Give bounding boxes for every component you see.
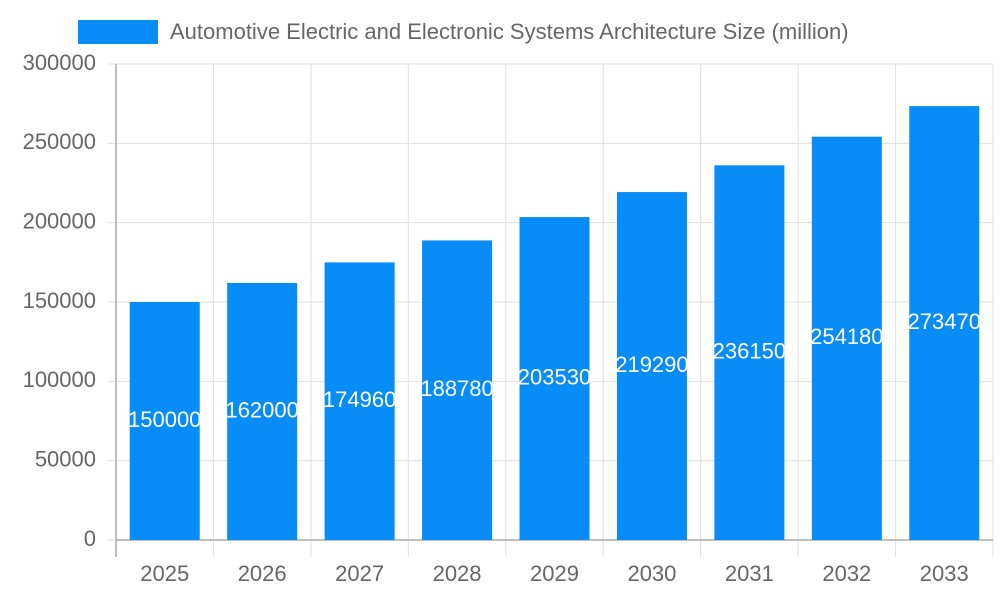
x-tick-label: 2030 — [627, 561, 676, 586]
data-label: 254180 — [810, 324, 883, 349]
x-tick-label: 2025 — [140, 561, 189, 586]
bar — [324, 262, 395, 540]
data-label: 273470 — [908, 309, 981, 334]
data-label: 188780 — [420, 376, 493, 401]
x-tick-label: 2033 — [920, 561, 969, 586]
bar — [422, 240, 493, 541]
y-tick-label: 100000 — [23, 367, 96, 392]
data-label: 150000 — [128, 407, 201, 432]
data-label: 203530 — [518, 364, 591, 389]
x-tick-label: 2032 — [822, 561, 871, 586]
legend-swatch — [78, 20, 158, 44]
x-tick-label: 2026 — [238, 561, 287, 586]
y-tick-label: 0 — [84, 526, 96, 551]
bar — [909, 106, 980, 540]
x-tick-label: 2031 — [725, 561, 774, 586]
y-tick-label: 150000 — [23, 288, 96, 313]
bar — [714, 165, 785, 541]
data-label: 236150 — [713, 338, 786, 363]
data-label: 174960 — [323, 387, 396, 412]
y-tick-label: 50000 — [35, 446, 96, 471]
x-tick-label: 2027 — [335, 561, 384, 586]
bar — [616, 192, 687, 540]
y-tick-label: 250000 — [23, 129, 96, 154]
data-label: 219290 — [615, 352, 688, 377]
x-tick-label: 2029 — [530, 561, 579, 586]
y-tick-label: 200000 — [23, 208, 96, 233]
legend-label: Automotive Electric and Electronic Syste… — [170, 19, 849, 44]
bar — [519, 217, 590, 540]
bar — [811, 136, 882, 541]
data-label: 162000 — [225, 397, 298, 422]
bar — [129, 302, 200, 540]
x-tick-label: 2028 — [433, 561, 482, 586]
y-tick-label: 300000 — [23, 50, 96, 75]
bar — [227, 282, 298, 540]
